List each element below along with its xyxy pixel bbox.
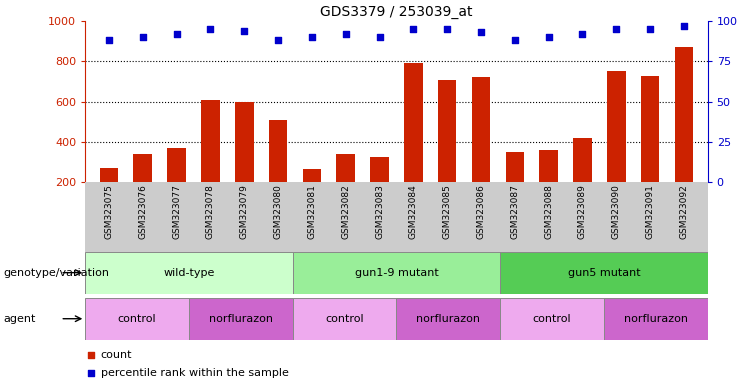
Point [542, 34, 554, 40]
Point [576, 31, 588, 37]
Text: GSM323077: GSM323077 [172, 184, 181, 239]
Text: GSM323086: GSM323086 [476, 184, 485, 239]
Bar [189, 298, 293, 340]
Text: wild-type: wild-type [163, 268, 215, 278]
Bar [302, 169, 321, 182]
Text: control: control [118, 314, 156, 324]
Point [85, 352, 97, 358]
Bar [539, 150, 558, 182]
Bar [505, 152, 524, 182]
Bar [396, 298, 500, 340]
Text: gun5 mutant: gun5 mutant [568, 268, 640, 278]
Bar [201, 100, 219, 182]
Point [475, 29, 487, 35]
Text: norflurazon: norflurazon [416, 314, 480, 324]
Bar [133, 154, 152, 182]
Text: GSM323091: GSM323091 [645, 184, 654, 239]
Point [340, 31, 352, 37]
Text: percentile rank within the sample: percentile rank within the sample [101, 367, 289, 377]
Bar [293, 252, 500, 294]
Point [306, 34, 318, 40]
Point [373, 34, 385, 40]
Bar [167, 148, 186, 182]
Text: GSM323088: GSM323088 [544, 184, 554, 239]
Point [239, 28, 250, 34]
Text: genotype/variation: genotype/variation [4, 268, 110, 278]
Bar [370, 157, 389, 182]
Point [509, 37, 521, 43]
Text: GSM323089: GSM323089 [578, 184, 587, 239]
Text: GSM323078: GSM323078 [206, 184, 215, 239]
Text: GSM323081: GSM323081 [308, 184, 316, 239]
Bar [336, 154, 355, 182]
Bar [404, 63, 422, 182]
Bar [574, 138, 592, 182]
Text: GSM323082: GSM323082 [341, 184, 350, 239]
Text: GSM323084: GSM323084 [409, 184, 418, 239]
Bar [604, 298, 708, 340]
Text: GSM323080: GSM323080 [273, 184, 282, 239]
Point [408, 26, 419, 32]
Text: GSM323076: GSM323076 [139, 184, 147, 239]
Text: norflurazon: norflurazon [209, 314, 273, 324]
Bar [438, 79, 456, 182]
Bar [674, 47, 694, 182]
Point [611, 26, 622, 32]
Bar [269, 120, 288, 182]
Text: GSM323083: GSM323083 [375, 184, 384, 239]
Text: control: control [533, 314, 571, 324]
Text: norflurazon: norflurazon [624, 314, 688, 324]
Bar [607, 71, 625, 182]
Bar [500, 298, 604, 340]
Bar [472, 76, 491, 182]
Text: GSM323087: GSM323087 [511, 184, 519, 239]
Text: control: control [325, 314, 364, 324]
Text: gun1-9 mutant: gun1-9 mutant [354, 268, 439, 278]
Point [272, 37, 284, 43]
Bar [85, 298, 189, 340]
Point [644, 26, 656, 32]
Point [441, 26, 453, 32]
Bar [293, 298, 396, 340]
Text: GSM323085: GSM323085 [442, 184, 452, 239]
Point [85, 369, 97, 376]
Text: count: count [101, 350, 133, 360]
Text: GSM323092: GSM323092 [679, 184, 688, 239]
Text: GSM323090: GSM323090 [612, 184, 621, 239]
Point [678, 23, 690, 29]
Bar [85, 252, 293, 294]
Bar [641, 76, 659, 182]
Bar [99, 168, 119, 182]
Title: GDS3379 / 253039_at: GDS3379 / 253039_at [320, 5, 473, 19]
Text: GSM323075: GSM323075 [104, 184, 113, 239]
Text: GSM323079: GSM323079 [239, 184, 249, 239]
Point [170, 31, 182, 37]
Bar [500, 252, 708, 294]
Point [103, 37, 115, 43]
Bar [235, 102, 253, 182]
Text: agent: agent [4, 314, 36, 324]
Point [137, 34, 149, 40]
Point [205, 26, 216, 32]
